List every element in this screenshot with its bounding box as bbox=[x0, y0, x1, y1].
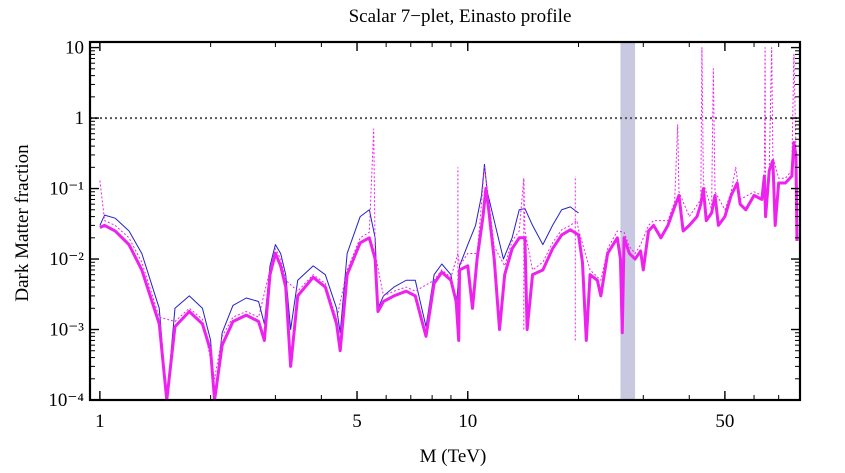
y-tick-label: 10⁻⁴ bbox=[48, 390, 84, 411]
series-line-2 bbox=[99, 47, 797, 380]
x-tick-label: 50 bbox=[715, 411, 734, 432]
chart-title: Scalar 7−plet, Einasto profile bbox=[349, 6, 572, 27]
x-tick-label: 5 bbox=[352, 411, 362, 432]
series-magenta-dotted bbox=[99, 47, 797, 380]
series-line-1 bbox=[99, 141, 799, 400]
plot-frame bbox=[88, 40, 802, 402]
shaded-band bbox=[620, 42, 636, 400]
series-magenta-dotted-spikes bbox=[457, 167, 576, 341]
x-tick-label: 10 bbox=[458, 411, 477, 432]
x-tick-label: 1 bbox=[95, 411, 105, 432]
x-axis-label: M (TeV) bbox=[420, 446, 487, 467]
plot-area: 1 5 10 50 10 1 10⁻¹ 10⁻² 10⁻³ 10⁻⁴ bbox=[48, 38, 802, 432]
y-tick-label: 1 bbox=[75, 108, 85, 129]
y-tick-label: 10⁻² bbox=[49, 249, 84, 270]
series-magenta-thick bbox=[99, 141, 799, 400]
y-tick-label: 10⁻³ bbox=[49, 320, 84, 341]
series-line-0 bbox=[99, 163, 579, 400]
series-blue-thin bbox=[99, 163, 579, 400]
y-axis-label: Dark Matter fraction bbox=[12, 144, 33, 302]
y-tick-label: 10 bbox=[65, 38, 84, 59]
y-tick-label: 10⁻¹ bbox=[49, 179, 84, 200]
